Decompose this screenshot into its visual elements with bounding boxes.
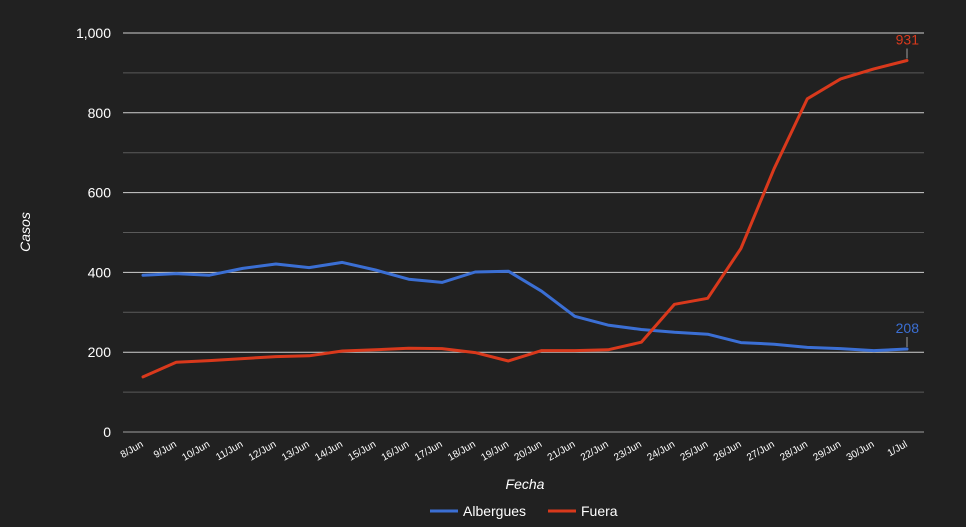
series-line-fuera (141, 59, 909, 379)
x-tick-label: 30/Jun (845, 439, 877, 464)
x-tick-label: 18/Jun (446, 439, 478, 464)
x-tick-label: 15/Jun (347, 439, 379, 464)
y-axis-ticks: 0 200 400 600 800 1,000 (76, 25, 111, 440)
legend-label-albergues: Albergues (463, 503, 526, 519)
x-tick-label: 26/Jun (712, 439, 744, 464)
x-axis-ticks: 8/Jun 9/Jun 10/Jun 11/Jun 12/Jun 13/Jun 14/Jun… (119, 439, 910, 464)
x-tick-label: 16/Jun (380, 439, 412, 464)
x-tick-label: 10/Jun (180, 439, 212, 464)
legend-label-fuera: Fuera (581, 503, 618, 519)
end-labels: 208 931 (896, 32, 920, 348)
x-tick-label: 28/Jun (778, 439, 810, 464)
end-label-fuera: 931 (896, 32, 920, 48)
series-lines (141, 59, 909, 379)
y-tick-label: 800 (88, 105, 112, 121)
x-tick-label: 12/Jun (247, 439, 279, 464)
x-axis-title: Fecha (506, 476, 545, 492)
x-tick-label: 24/Jun (645, 439, 677, 464)
x-tick-label: 29/Jun (812, 439, 844, 464)
gridlines (123, 32, 924, 433)
x-tick-label: 1/Jul (886, 439, 910, 459)
end-label-albergues: 208 (896, 320, 920, 336)
y-tick-label: 0 (103, 424, 111, 440)
x-tick-label: 22/Jun (579, 439, 611, 464)
x-tick-label: 20/Jun (513, 439, 545, 464)
y-tick-label: 1,000 (76, 25, 111, 41)
y-tick-label: 400 (88, 264, 112, 280)
x-tick-label: 19/Jun (479, 439, 511, 464)
x-tick-label: 23/Jun (612, 439, 644, 464)
series-line-albergues (141, 260, 909, 353)
x-tick-label: 8/Jun (119, 439, 146, 461)
x-tick-label: 27/Jun (745, 439, 777, 464)
y-tick-label: 600 (88, 185, 112, 201)
x-tick-label: 21/Jun (546, 439, 578, 464)
legend: Albergues Fuera (430, 503, 618, 519)
x-tick-label: 13/Jun (280, 439, 312, 464)
x-tick-label: 25/Jun (679, 439, 711, 464)
x-tick-label: 11/Jun (214, 439, 245, 463)
x-tick-label: 9/Jun (152, 439, 179, 461)
x-tick-label: 17/Jun (413, 439, 445, 464)
y-axis-title: Casos (17, 212, 33, 252)
y-tick-label: 200 (88, 344, 112, 360)
x-tick-label: 14/Jun (313, 439, 345, 464)
